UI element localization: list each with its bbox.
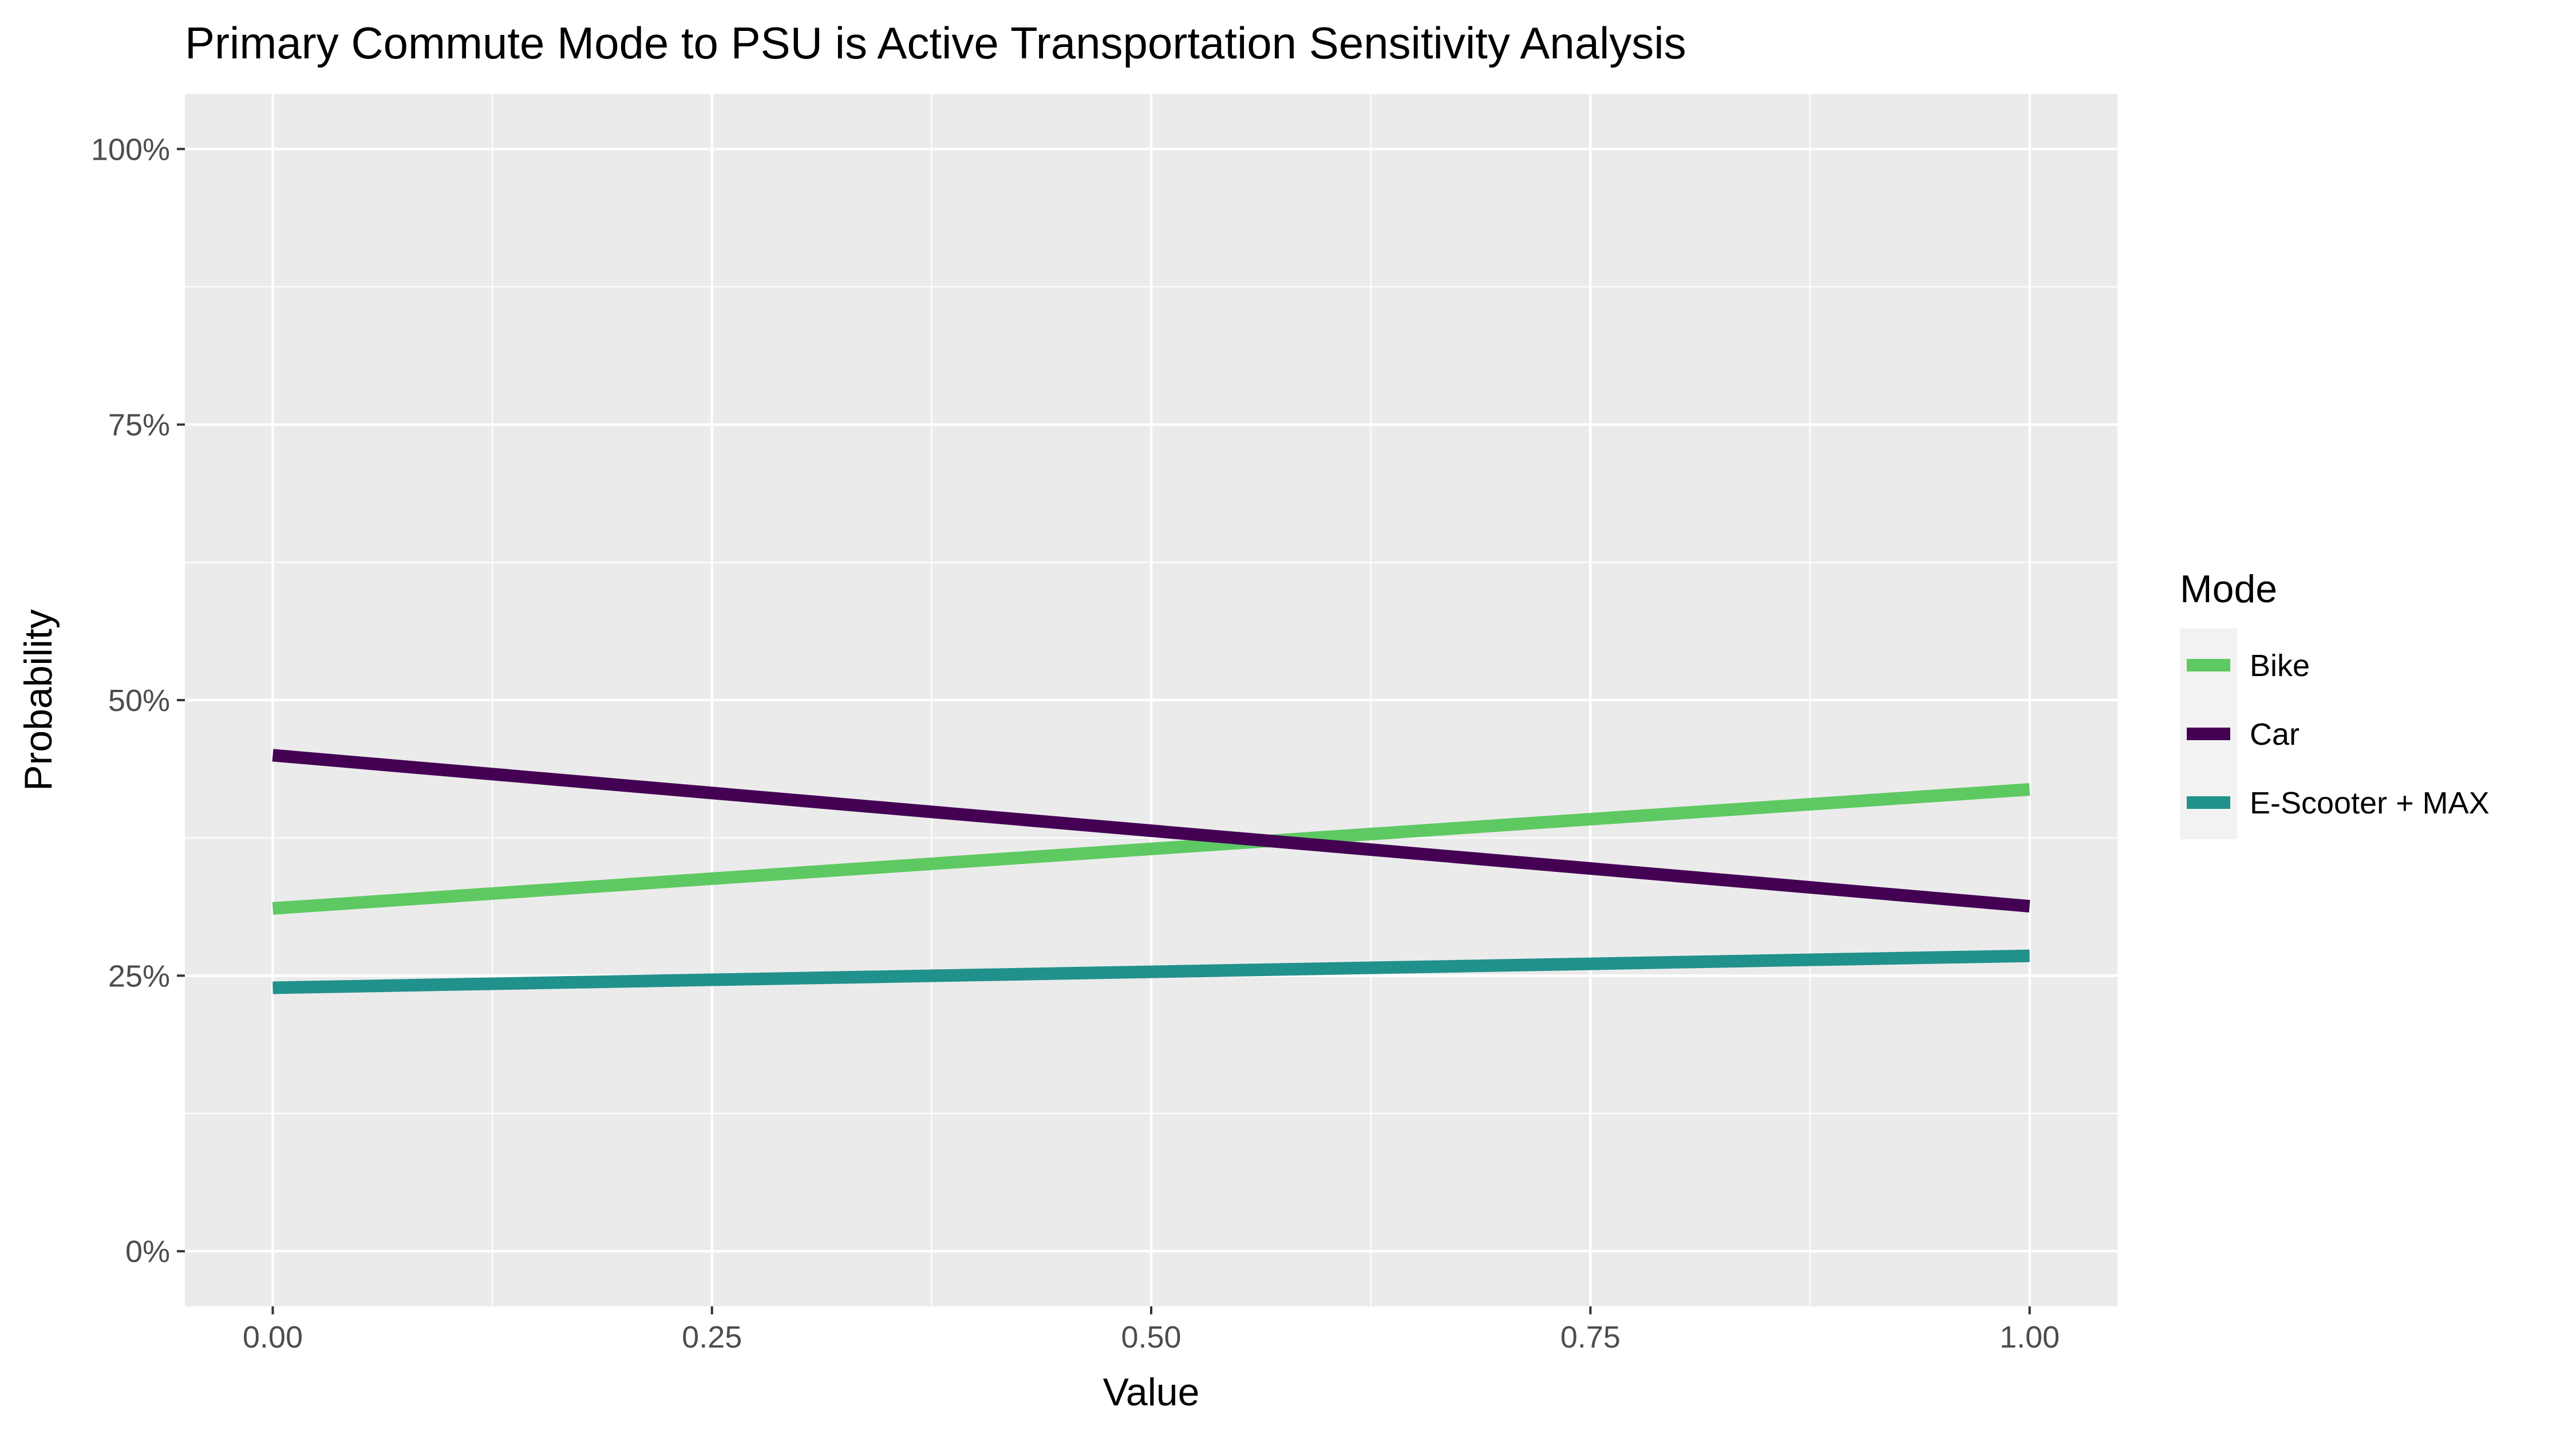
x-tick-label: 0.00 [243, 1320, 303, 1354]
legend: Mode Bike Car E-Scooter + MAX [2180, 567, 2490, 839]
legend-label-e-scooter-max: E-Scooter + MAX [2250, 786, 2490, 820]
series-lines [272, 749, 2030, 994]
x-tick-label: 0.50 [1121, 1320, 1181, 1354]
y-tick-label: 25% [108, 959, 170, 993]
series-line-car [272, 749, 2030, 913]
y-tick-label: 0% [125, 1235, 170, 1269]
legend-label-car: Car [2250, 717, 2300, 752]
x-axis-title: Value [1103, 1370, 1200, 1414]
x-tick-label: 1.00 [2000, 1320, 2060, 1354]
x-tick-label: 0.25 [682, 1320, 742, 1354]
y-axis: 0% 25% 50% 75% 100% [91, 132, 185, 1269]
series-line-e-scooter-max [272, 949, 2030, 994]
y-tick-label: 75% [108, 408, 170, 443]
series-line-bike [272, 783, 2030, 915]
y-tick-label: 100% [91, 132, 170, 167]
x-tick-label: 0.75 [1560, 1320, 1621, 1354]
legend-items: Bike Car E-Scooter + MAX [2180, 629, 2490, 839]
legend-title: Mode [2180, 567, 2277, 611]
y-axis-title: Probability [17, 609, 60, 791]
x-axis: 0.00 0.25 0.50 0.75 1.00 [243, 1306, 2060, 1354]
legend-label-bike: Bike [2250, 649, 2310, 683]
y-tick-label: 50% [108, 684, 170, 718]
chart-title: Primary Commute Mode to PSU is Active Tr… [185, 18, 1686, 68]
